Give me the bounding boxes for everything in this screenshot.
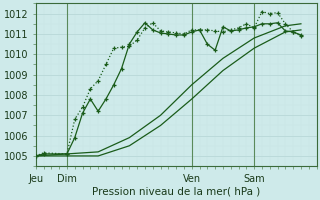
X-axis label: Pression niveau de la mer( hPa ): Pression niveau de la mer( hPa ) (92, 187, 260, 197)
